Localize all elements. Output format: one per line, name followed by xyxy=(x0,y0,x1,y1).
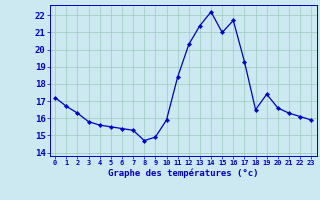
X-axis label: Graphe des températures (°c): Graphe des températures (°c) xyxy=(108,169,259,178)
